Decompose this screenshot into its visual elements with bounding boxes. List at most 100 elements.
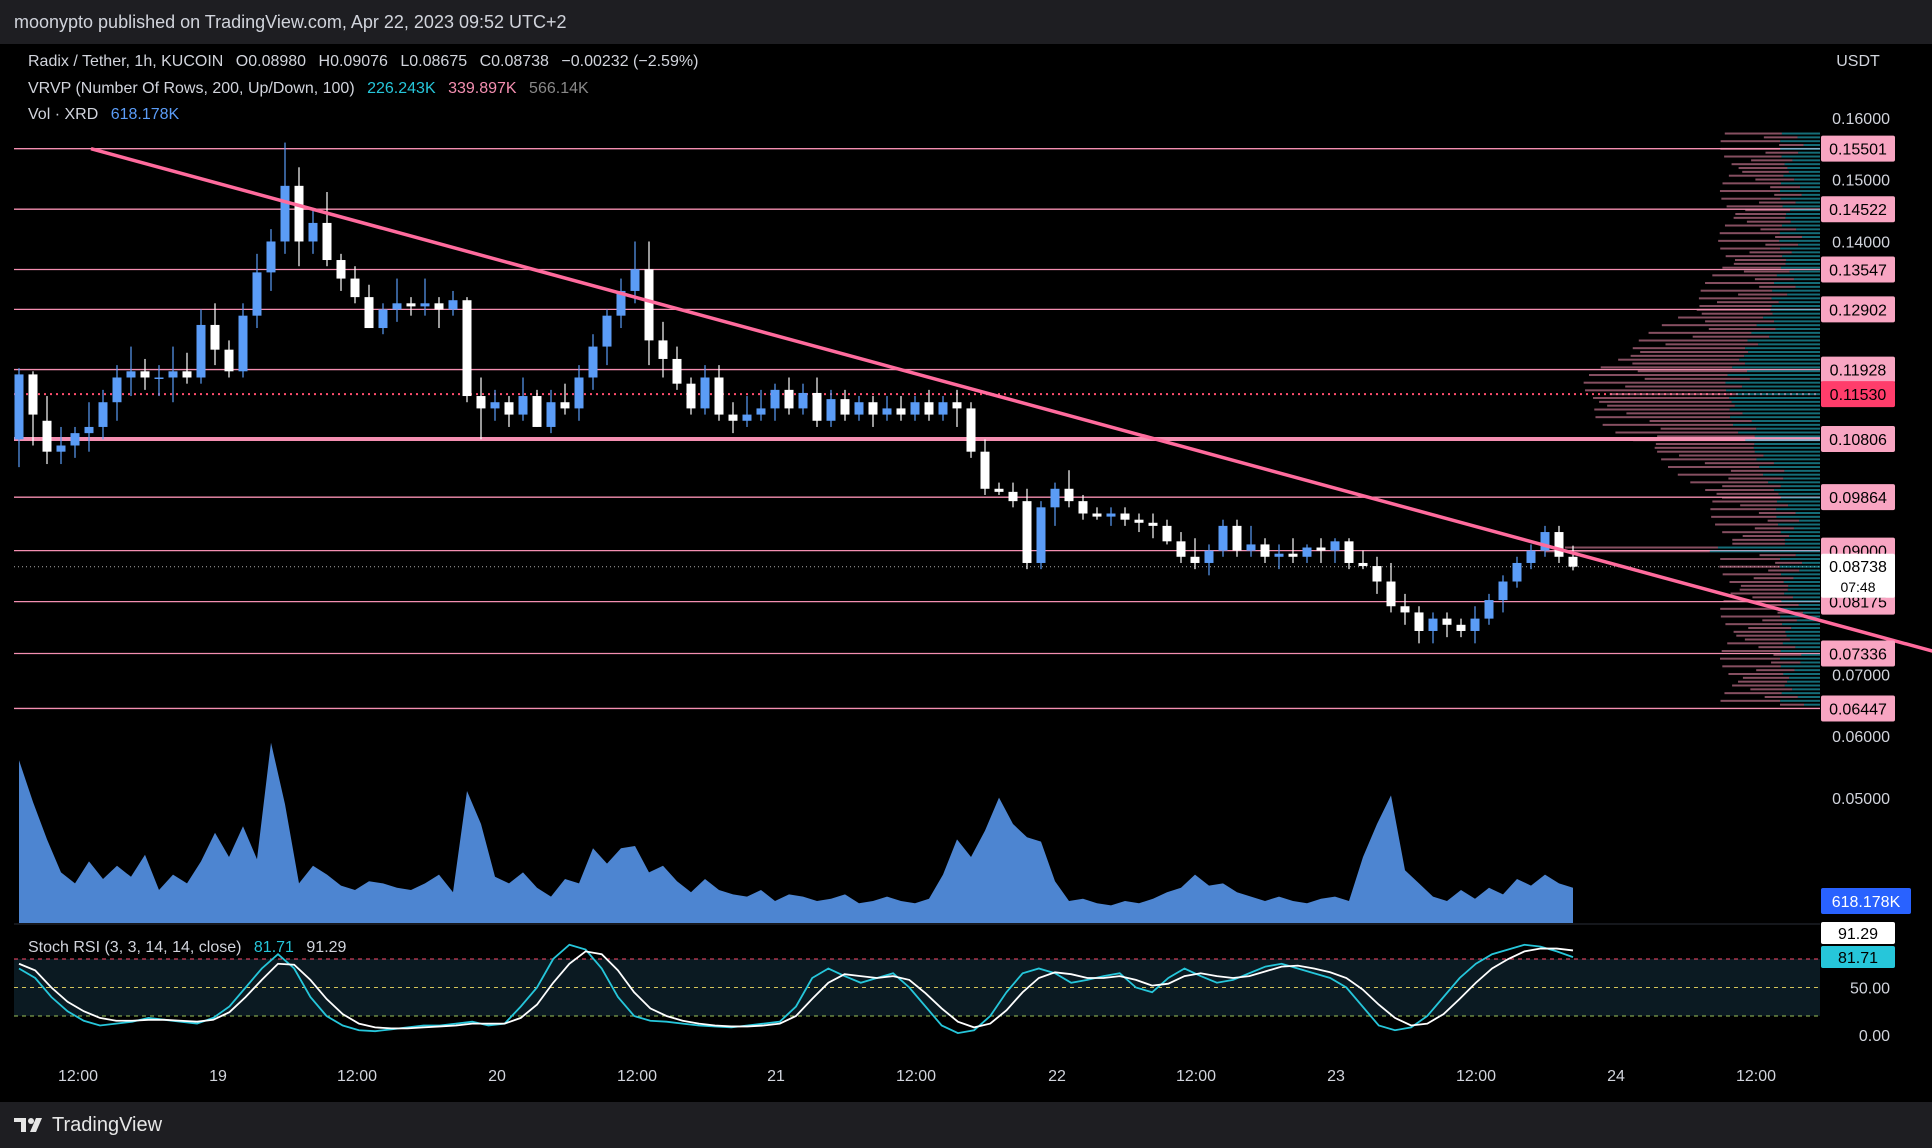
volume-profile-bar <box>1765 243 1799 246</box>
volume-profile-bar <box>1768 569 1800 572</box>
volume-profile-bar <box>1626 412 1743 415</box>
low-value: L0.08675 <box>400 53 468 70</box>
candle-body <box>154 377 164 379</box>
volume-profile-bar <box>1785 259 1820 262</box>
volume-profile-bar <box>1780 703 1804 706</box>
volume-profile-bar <box>1759 201 1796 204</box>
volume-profile-bar <box>1733 423 1820 426</box>
volume-profile-bar <box>1661 458 1757 461</box>
candle-body <box>196 324 206 378</box>
volume-profile-bar <box>1744 638 1790 641</box>
vrvp-total-value: 566.14K <box>529 80 589 97</box>
candle-body <box>1232 525 1242 551</box>
volume-profile-bar <box>1793 577 1820 580</box>
candle-body <box>924 402 934 415</box>
volume-profile-bar <box>1585 389 1727 392</box>
volume-profile-bar <box>1776 515 1820 518</box>
volume-profile-bar <box>1781 600 1820 603</box>
volume-profile-bar <box>1724 224 1782 227</box>
volume-profile-bar <box>1779 239 1820 242</box>
candle-body <box>406 303 416 307</box>
candle-body <box>1330 541 1340 551</box>
volume-profile-bar <box>1716 492 1779 495</box>
volume-profile-bar <box>1779 565 1820 568</box>
volume-profile-bar <box>1798 604 1820 607</box>
volume-profile-bar <box>1772 289 1820 292</box>
level-price-label: 0.11530 <box>1830 387 1887 404</box>
volume-profile-bar <box>1738 680 1788 683</box>
x-tick-label: 24 <box>1607 1068 1625 1085</box>
volume-profile-bar <box>1754 443 1820 446</box>
candle-body <box>378 309 388 329</box>
volume-profile-bar <box>1668 466 1760 469</box>
volume-last-box <box>1821 888 1911 914</box>
candle-body <box>532 396 542 427</box>
candle-body <box>1498 581 1508 601</box>
volume-profile-bar <box>1679 454 1764 457</box>
volume-profile-bar <box>1779 190 1820 193</box>
x-tick-label: 19 <box>209 1068 227 1085</box>
volume-profile-bar <box>1780 657 1820 660</box>
volume-profile-bar <box>1766 604 1799 607</box>
candle-body <box>1470 618 1480 631</box>
volume-profile-bar <box>1756 324 1820 327</box>
volume-profile-bar <box>1720 699 1781 702</box>
volume-profile-bar <box>1754 435 1820 438</box>
close-value: C0.08738 <box>479 53 549 70</box>
volume-legend: Vol · XRD 618.178K <box>28 106 187 124</box>
candle-body <box>168 371 178 378</box>
x-tick-label: 12:00 <box>1456 1068 1496 1085</box>
volume-profile-bar <box>1769 335 1820 338</box>
volume-profile-bar <box>1729 408 1820 411</box>
volume-profile-bar <box>1801 193 1820 196</box>
x-tick-label: 20 <box>488 1068 506 1085</box>
volume-profile-bar <box>1801 653 1820 656</box>
rsi-d-box <box>1821 922 1895 944</box>
volume-profile-bar <box>1677 473 1764 476</box>
volume-profile-bar <box>1692 335 1770 338</box>
candle-body <box>994 488 1004 492</box>
volume-profile-bar <box>1787 680 1820 683</box>
candle-body <box>728 414 738 421</box>
volume-profile-bar <box>1725 623 1783 626</box>
volume-profile-bar <box>1738 431 1820 434</box>
volume-profile-bar <box>1640 351 1749 354</box>
candle-body <box>98 402 108 427</box>
volume-profile-bar <box>1720 558 1781 561</box>
stoch-rsi-d-value: 91.29 <box>306 939 347 956</box>
volume-area <box>19 742 1573 923</box>
volume-profile-bar <box>1789 270 1820 273</box>
volume-profile-bar <box>1795 646 1820 649</box>
candle-body <box>784 389 794 409</box>
x-tick-label: 23 <box>1327 1068 1345 1085</box>
volume-profile-bar <box>1793 278 1820 281</box>
candle-body <box>294 185 304 242</box>
volume-profile-bar <box>1731 400 1820 403</box>
volume-profile-bar <box>1762 619 1797 622</box>
volume-profile-bar <box>1625 385 1743 388</box>
volume-label: Vol · XRD <box>28 106 99 123</box>
volume-profile-bar <box>1797 136 1820 139</box>
volume-profile-bar <box>1729 581 1784 584</box>
volume-profile-bar <box>1763 136 1798 139</box>
volume-profile-bar <box>1720 615 1781 618</box>
axis-currency: USDT <box>1836 53 1880 70</box>
volume-profile-bar <box>1776 500 1820 503</box>
tradingview-logo-icon[interactable] <box>14 1116 44 1134</box>
volume-profile-bar <box>1726 389 1820 392</box>
volume-profile-bar <box>1722 665 1781 668</box>
volume-profile-bar <box>1803 144 1820 147</box>
level-price-label: 0.13547 <box>1829 262 1887 279</box>
candle-body <box>910 402 920 415</box>
candle-body <box>238 315 248 372</box>
volume-profile-bar <box>1787 588 1820 591</box>
volume-profile-bar <box>1726 205 1783 208</box>
x-tick-label: 12:00 <box>337 1068 377 1085</box>
candle-body <box>252 272 262 316</box>
volume-profile-bar <box>1701 312 1773 315</box>
volume-profile-bar <box>1784 684 1820 687</box>
candle-body <box>14 374 24 440</box>
volume-profile-bar <box>1705 320 1775 323</box>
volume-profile-bar <box>1789 638 1820 641</box>
